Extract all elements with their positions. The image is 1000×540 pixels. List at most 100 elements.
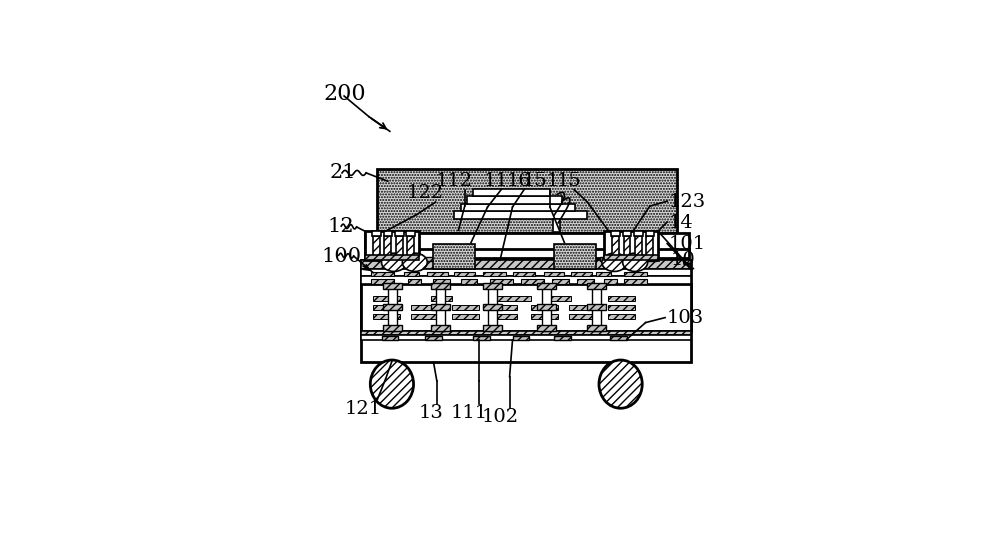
Bar	[512, 272, 535, 276]
Bar	[431, 325, 450, 331]
Bar	[365, 233, 689, 250]
Bar	[473, 336, 490, 340]
Ellipse shape	[623, 253, 648, 272]
Bar	[407, 236, 414, 256]
Bar	[383, 282, 402, 288]
Bar	[365, 249, 689, 258]
Bar	[490, 305, 517, 310]
Bar	[604, 255, 658, 260]
Bar	[361, 331, 691, 335]
Bar	[395, 231, 404, 236]
Bar	[587, 325, 606, 331]
Bar	[425, 336, 442, 340]
Text: 101: 101	[668, 235, 706, 253]
Text: 151: 151	[523, 172, 560, 190]
Bar	[373, 236, 380, 256]
Text: 15: 15	[556, 172, 581, 190]
Text: 14: 14	[668, 214, 693, 232]
Bar	[608, 296, 635, 301]
Bar	[433, 244, 475, 268]
Bar	[408, 279, 421, 284]
Bar	[384, 231, 392, 236]
Bar	[646, 236, 653, 256]
Text: 10: 10	[671, 251, 695, 269]
Bar	[396, 236, 403, 256]
Bar	[433, 279, 450, 284]
Bar	[473, 188, 550, 196]
Bar	[373, 296, 400, 301]
Bar	[461, 204, 575, 211]
Bar	[371, 272, 394, 276]
Ellipse shape	[602, 253, 627, 272]
Bar	[608, 305, 635, 310]
Bar	[390, 255, 401, 259]
Bar	[411, 255, 422, 259]
Bar	[600, 257, 623, 261]
Bar	[624, 236, 630, 256]
Ellipse shape	[370, 360, 414, 408]
Bar	[383, 304, 402, 309]
Text: 11: 11	[483, 172, 508, 190]
Bar	[542, 284, 551, 331]
Ellipse shape	[599, 360, 642, 408]
Bar	[383, 325, 402, 331]
Bar	[521, 279, 544, 284]
Bar	[537, 325, 556, 331]
Text: 112: 112	[436, 172, 473, 190]
Bar	[569, 305, 596, 310]
Bar	[361, 260, 691, 362]
Bar	[371, 279, 394, 284]
Ellipse shape	[382, 253, 406, 272]
Bar	[544, 272, 564, 276]
Bar	[550, 296, 571, 301]
Bar	[587, 282, 606, 288]
Bar	[483, 272, 506, 276]
Bar	[461, 279, 477, 284]
Bar	[646, 231, 654, 236]
Bar	[483, 325, 502, 331]
Text: 122: 122	[407, 184, 444, 202]
Bar	[587, 304, 606, 309]
Bar	[411, 305, 438, 310]
Text: 102: 102	[481, 408, 519, 426]
Bar	[454, 211, 587, 219]
Bar	[431, 296, 452, 301]
Bar	[604, 279, 617, 284]
Bar	[361, 276, 691, 284]
Bar	[365, 231, 419, 260]
Bar	[384, 236, 391, 256]
Bar	[361, 284, 691, 331]
Text: 100: 100	[321, 247, 361, 266]
Bar	[488, 284, 497, 331]
Bar	[610, 336, 627, 340]
Bar	[634, 231, 643, 236]
Bar	[483, 282, 502, 288]
Bar	[431, 282, 450, 288]
Bar	[365, 255, 419, 260]
Bar	[452, 314, 479, 319]
Bar	[631, 255, 643, 259]
Bar	[431, 304, 450, 309]
Bar	[373, 305, 400, 310]
Bar	[372, 231, 381, 236]
Bar	[452, 305, 479, 310]
Bar	[577, 279, 594, 284]
Bar	[592, 284, 601, 331]
Bar	[610, 255, 622, 259]
Bar	[554, 336, 571, 340]
Bar	[623, 231, 631, 236]
Bar	[404, 272, 419, 276]
Ellipse shape	[402, 253, 427, 272]
Bar	[361, 268, 691, 276]
Bar	[624, 279, 647, 284]
Bar	[377, 257, 400, 261]
Bar	[512, 336, 529, 340]
Bar	[361, 335, 691, 340]
Bar	[612, 236, 619, 256]
Bar	[635, 236, 642, 256]
Text: 103: 103	[666, 309, 704, 327]
Bar	[411, 314, 438, 319]
Bar	[377, 168, 677, 233]
Bar	[490, 279, 512, 284]
Text: 12: 12	[327, 218, 354, 237]
